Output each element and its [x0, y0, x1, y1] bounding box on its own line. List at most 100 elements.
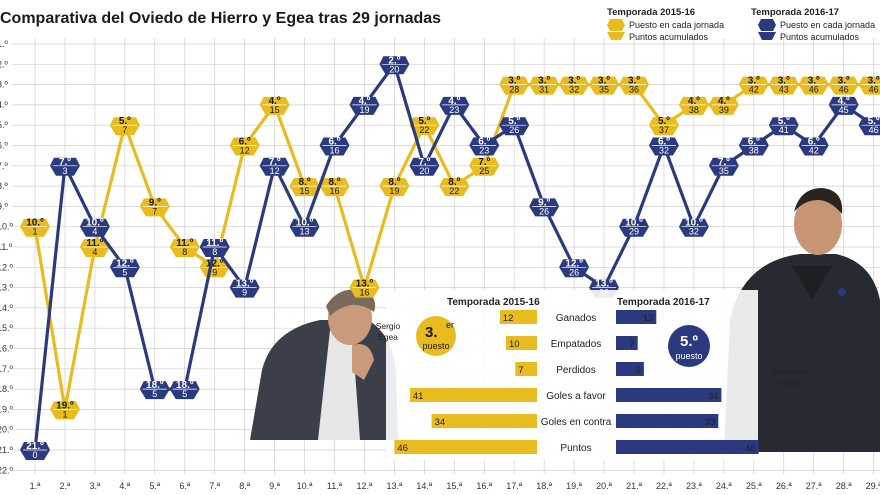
- position-marker: [648, 117, 679, 126]
- points-marker: [409, 125, 440, 136]
- position-marker: [109, 259, 140, 268]
- position-label: 10.º: [685, 218, 703, 229]
- position-marker: [349, 279, 380, 288]
- data-marker: 10.º29: [619, 218, 649, 237]
- position-marker: [169, 381, 200, 390]
- points-marker: [529, 206, 560, 217]
- x-tick-label: 6.ª: [179, 481, 191, 491]
- position-label: 3.º: [628, 76, 640, 87]
- position-label: 21.º: [26, 441, 44, 452]
- points-marker: [529, 84, 560, 95]
- points-marker: [319, 186, 350, 197]
- data-marker: 6.º23: [469, 137, 500, 156]
- position-label: 8.º: [329, 177, 341, 188]
- position-label: 4.º: [448, 96, 460, 107]
- chart-series: 10.º119.º111.º45.º79.º711.º812.º96.º124.…: [20, 55, 880, 460]
- points-marker: [469, 165, 500, 176]
- points-label: 35: [599, 85, 609, 95]
- position-label: 12.º: [206, 258, 224, 269]
- x-tick-label: 19.ª: [566, 481, 583, 491]
- position-label: 6.º: [478, 137, 490, 148]
- position-marker: [439, 178, 470, 187]
- y-tick-label: 7.º: [0, 161, 9, 171]
- points-marker: [738, 84, 769, 95]
- points-label: 20: [389, 64, 399, 74]
- position-marker: [139, 198, 170, 207]
- x-tick-label: 15.ª: [446, 481, 463, 491]
- points-label: 37: [659, 125, 669, 135]
- points-label: 19: [359, 105, 369, 115]
- points-label: 46: [839, 85, 849, 95]
- position-marker: [439, 96, 470, 105]
- bar-2016-17-value: 7: [629, 339, 634, 350]
- legend-1617-heading: Temporada 2016-17: [751, 7, 839, 18]
- position-marker: [229, 279, 260, 288]
- position-marker: [199, 239, 230, 247]
- coach-1516-line2: Egea: [378, 332, 398, 342]
- y-tick-label: 19.º: [0, 404, 14, 414]
- points-marker: [139, 206, 170, 217]
- points-label: 20: [419, 166, 429, 176]
- points-label: 29: [629, 227, 639, 237]
- points-label: 19: [389, 186, 399, 196]
- data-marker: 6.º42: [798, 137, 829, 156]
- y-tick-label: 8.º: [0, 181, 9, 191]
- x-tick-label: 24.ª: [716, 481, 733, 491]
- position-marker: [798, 76, 829, 85]
- data-marker: 12.º26: [559, 258, 590, 278]
- points-label: 23: [479, 146, 489, 156]
- position-label: 6.º: [748, 137, 760, 148]
- comparison-row: 12 Ganados 13: [499, 310, 657, 324]
- legend-1516-position-label: Puesto en cada jornada: [629, 20, 724, 30]
- points-label: 32: [689, 227, 699, 237]
- x-tick-label: 13.ª: [386, 481, 403, 491]
- points-marker: [828, 84, 859, 95]
- y-tick-label: 9.º: [0, 201, 9, 211]
- position-label: 3.º: [808, 76, 820, 87]
- data-marker: 2.º20: [379, 55, 410, 75]
- data-marker: 5.º22: [409, 116, 440, 136]
- points-marker: [139, 389, 170, 400]
- points-label: 5: [182, 389, 187, 399]
- bar-2015-16-value: 46: [397, 443, 408, 454]
- position-marker: [768, 117, 799, 126]
- position-marker: [20, 218, 50, 227]
- position-label: 8.º: [388, 177, 400, 188]
- comparison-heading-1516: Temporada 2015-16: [447, 297, 540, 308]
- points-marker: [49, 409, 80, 420]
- position-marker: [678, 218, 709, 227]
- y-tick-label: 21.º: [0, 445, 14, 455]
- data-marker: 4.º38: [678, 96, 709, 115]
- data-marker: 10.º13: [289, 218, 320, 237]
- points-marker: [199, 247, 230, 257]
- data-marker: 10.º1: [20, 218, 50, 237]
- comparison-row: 10 Empatados 7: [506, 336, 638, 350]
- x-tick-label: 21.ª: [626, 481, 643, 491]
- points-marker: [79, 226, 110, 237]
- points-label: 32: [569, 85, 579, 95]
- points-marker: [469, 145, 500, 156]
- points-marker: [199, 267, 230, 278]
- points-label: 42: [809, 146, 819, 156]
- position-label: 8.º: [448, 177, 460, 188]
- data-marker: 4.º45: [828, 96, 859, 115]
- points-label: 28: [509, 85, 519, 95]
- comparison-row: 41 Goles a favor 34: [409, 388, 722, 402]
- points-marker: [708, 165, 739, 176]
- points-marker: [229, 145, 260, 156]
- x-tick-label: 12.ª: [357, 481, 374, 491]
- y-tick-label: 22.º: [0, 465, 14, 475]
- bar-2016-17: [616, 440, 759, 454]
- bar-2016-17: [616, 310, 657, 324]
- points-marker: [499, 84, 530, 95]
- points-marker: [499, 125, 530, 136]
- bar-2015-16: [506, 336, 537, 350]
- bar-2015-16: [409, 388, 537, 402]
- position-marker: [499, 76, 530, 85]
- points-label: 26: [569, 267, 579, 277]
- position-label: 5.º: [119, 116, 131, 127]
- chart-title: Comparativa del Oviedo de Hierro y Egea …: [0, 10, 441, 27]
- points-marker: [559, 84, 590, 95]
- position-label: 5.º: [418, 116, 430, 127]
- position-label: 7.º: [269, 157, 281, 168]
